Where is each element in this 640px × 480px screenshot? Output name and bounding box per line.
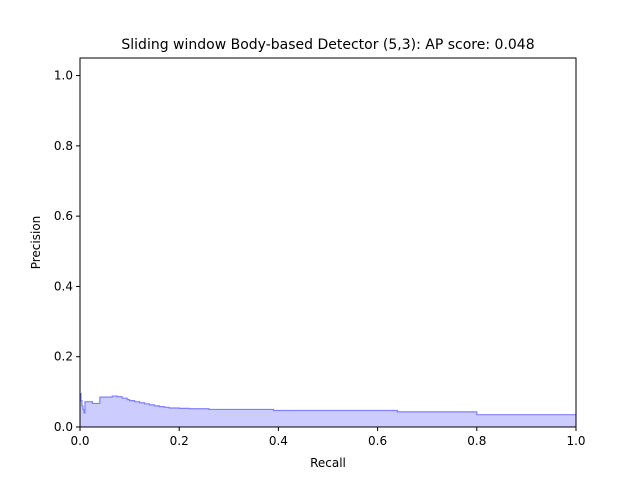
pr-curve-line-0: [80, 393, 576, 416]
plot-area: [80, 393, 576, 427]
pr-area-fill-0: [80, 393, 576, 427]
y-tick-label: 0.6: [54, 209, 73, 223]
plot-frame: [79, 57, 577, 428]
x-tick-label: 1.0: [566, 434, 585, 448]
y-axis: 0.0 0.2 0.4 0.6 0.8 1.0: [54, 69, 80, 434]
y-tick-label: 0.2: [54, 350, 73, 364]
y-tick-label: 0.4: [54, 279, 73, 293]
x-axis-label: Recall: [310, 456, 346, 470]
y-tick-label: 0.8: [54, 139, 73, 153]
x-axis: 0.0 0.2 0.4 0.6 0.8 1.0: [70, 427, 586, 448]
x-tick-label: 0.8: [467, 434, 486, 448]
chart-title: Sliding window Body-based Detector (5,3)…: [121, 37, 534, 53]
x-tick-label: 0.4: [269, 434, 288, 448]
x-tick-label: 0.2: [170, 434, 189, 448]
y-tick-label: 0.0: [54, 420, 73, 434]
y-axis-label: Precision: [29, 216, 43, 270]
y-tick-label: 1.0: [54, 69, 73, 83]
x-tick-label: 0.0: [70, 434, 89, 448]
x-tick-label: 0.6: [368, 434, 387, 448]
